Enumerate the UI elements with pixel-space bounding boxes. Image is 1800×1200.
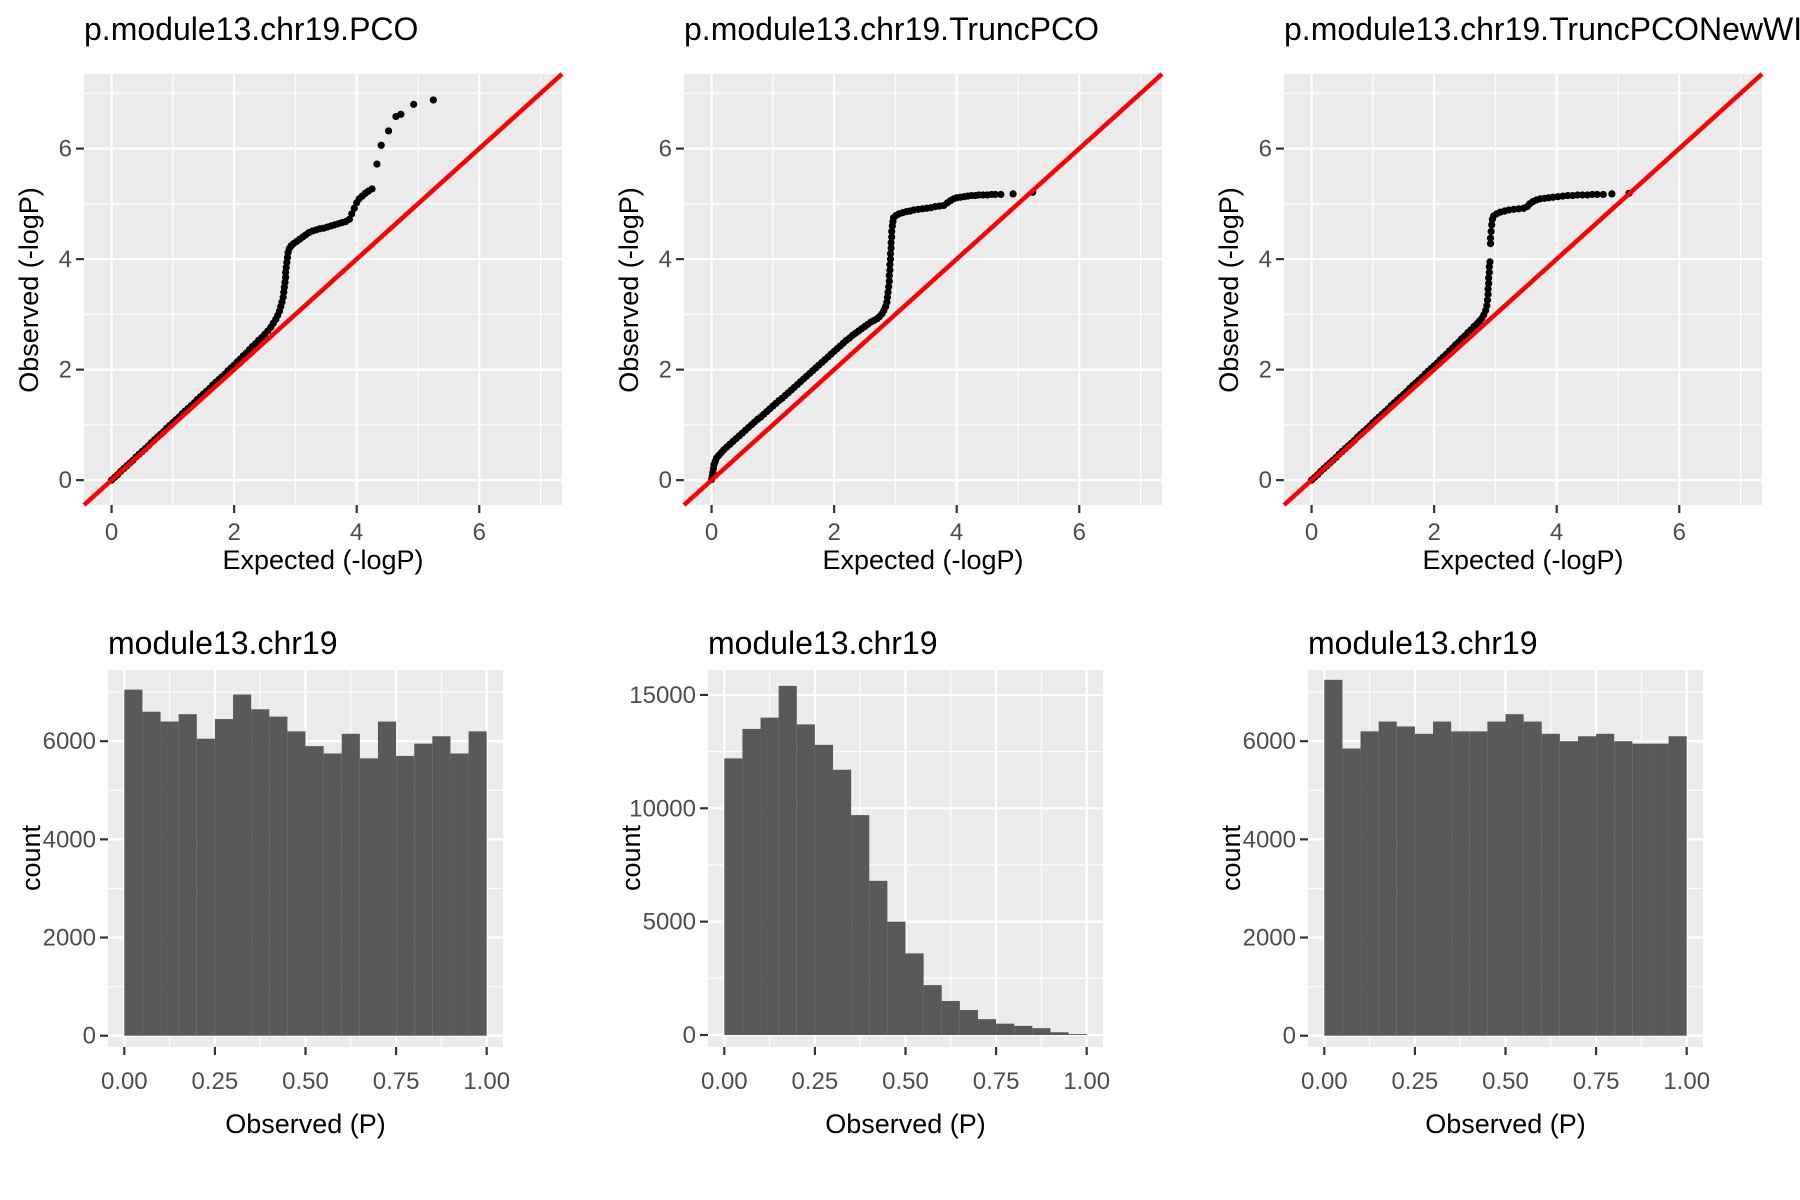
- plot-title: module13.chr19: [108, 625, 338, 661]
- svg-text:1.00: 1.00: [463, 1068, 510, 1095]
- svg-text:0.25: 0.25: [1392, 1068, 1439, 1095]
- svg-text:0.00: 0.00: [1301, 1068, 1348, 1095]
- panel-hist-truncpconewwi: module13.chr19 count 0.00 0.25 0.50 0.75 1.0…: [1200, 600, 1800, 1200]
- x-axis-title: Expected (-logP): [1422, 545, 1624, 575]
- x-axis-title: Expected (-logP): [822, 545, 1024, 575]
- svg-text:0.25: 0.25: [192, 1068, 239, 1095]
- panel-qq-truncpco: p.module13.chr19.TruncPCO Observed (-log…: [600, 0, 1200, 600]
- svg-text:4000: 4000: [43, 826, 96, 853]
- histogram-canvas-truncpco: 0.00 0.25 0.50 0.75 1.00 0 5000 10000 15000: [629, 670, 1110, 1095]
- svg-text:0.75: 0.75: [1573, 1068, 1620, 1095]
- svg-text:2: 2: [227, 519, 240, 546]
- svg-text:0: 0: [59, 467, 72, 494]
- svg-text:4: 4: [350, 519, 363, 546]
- svg-text:2: 2: [827, 519, 840, 546]
- svg-text:0.50: 0.50: [882, 1068, 929, 1095]
- svg-text:0.75: 0.75: [973, 1068, 1020, 1095]
- svg-text:4: 4: [1550, 519, 1563, 546]
- x-axis-title: Observed (P): [825, 1109, 986, 1139]
- plot-title: module13.chr19: [708, 625, 938, 661]
- histogram-canvas-truncpconewwi: 0.00 0.25 0.50 0.75 1.00 0 2000 4000 6000: [1243, 670, 1710, 1095]
- svg-text:0: 0: [1305, 519, 1318, 546]
- svg-text:0.50: 0.50: [282, 1068, 329, 1095]
- svg-text:2: 2: [59, 357, 72, 384]
- plot-title: p.module13.chr19.PCO: [84, 11, 419, 47]
- svg-text:4: 4: [59, 246, 72, 273]
- x-axis-title: Expected (-logP): [222, 545, 424, 575]
- svg-text:6000: 6000: [43, 728, 96, 755]
- svg-text:15000: 15000: [629, 682, 696, 709]
- svg-text:0.00: 0.00: [101, 1068, 148, 1095]
- svg-text:0.50: 0.50: [1482, 1068, 1529, 1095]
- plot-title: module13.chr19: [1308, 625, 1538, 661]
- svg-text:0: 0: [705, 519, 718, 546]
- svg-text:0.75: 0.75: [373, 1068, 420, 1095]
- svg-text:6: 6: [473, 519, 486, 546]
- svg-text:6: 6: [59, 136, 72, 163]
- svg-text:0: 0: [1283, 1023, 1296, 1050]
- panel-qq-truncpconewwi: p.module13.chr19.TruncPCONewWI Observed …: [1200, 0, 1800, 600]
- svg-text:4000: 4000: [1243, 826, 1296, 853]
- svg-text:6: 6: [659, 136, 672, 163]
- svg-text:1.00: 1.00: [1063, 1068, 1110, 1095]
- svg-text:1.00: 1.00: [1663, 1068, 1710, 1095]
- histogram-canvas-pco: 0.00 0.25 0.50 0.75 1.00 0 2000 4000 6000: [43, 670, 510, 1095]
- svg-text:10000: 10000: [629, 795, 696, 822]
- x-axis-title: Observed (P): [225, 1109, 386, 1139]
- svg-text:0.25: 0.25: [792, 1068, 839, 1095]
- svg-text:2000: 2000: [43, 925, 96, 952]
- svg-text:2: 2: [1427, 519, 1440, 546]
- svg-text:2000: 2000: [1243, 925, 1296, 952]
- svg-text:0: 0: [83, 1023, 96, 1050]
- svg-text:2: 2: [1259, 357, 1272, 384]
- x-axis-title: Observed (P): [1425, 1109, 1586, 1139]
- qq-plot-canvas-truncpconewwi: 0 2 4 6 0 2 4 6: [1259, 72, 1764, 546]
- svg-text:0: 0: [105, 519, 118, 546]
- svg-text:4: 4: [1259, 246, 1272, 273]
- plot-title: p.module13.chr19.TruncPCONewWI: [1284, 11, 1800, 47]
- svg-text:0.00: 0.00: [701, 1068, 748, 1095]
- qq-plot-canvas-pco: 0 2 4 6 0 2 4 6: [59, 72, 564, 546]
- svg-text:4: 4: [659, 246, 672, 273]
- svg-text:6: 6: [1673, 519, 1686, 546]
- svg-text:2: 2: [659, 357, 672, 384]
- svg-text:6000: 6000: [1243, 728, 1296, 755]
- plot-title: p.module13.chr19.TruncPCO: [684, 11, 1100, 47]
- svg-text:0: 0: [683, 1022, 696, 1049]
- svg-text:6: 6: [1259, 136, 1272, 163]
- svg-text:6: 6: [1073, 519, 1086, 546]
- svg-text:5000: 5000: [643, 909, 696, 936]
- panel-hist-truncpco: module13.chr19 count 0.00 0.25 0.50 0.75 1.0…: [600, 600, 1200, 1200]
- svg-text:0: 0: [1259, 467, 1272, 494]
- qq-plot-canvas-truncpco: 0 2 4 6 0 2 4 6: [659, 72, 1164, 546]
- svg-text:0: 0: [659, 467, 672, 494]
- svg-text:4: 4: [950, 519, 963, 546]
- panel-hist-pco: module13.chr19 count 0.00 0.25 0.50 0.75 1.0…: [0, 600, 600, 1200]
